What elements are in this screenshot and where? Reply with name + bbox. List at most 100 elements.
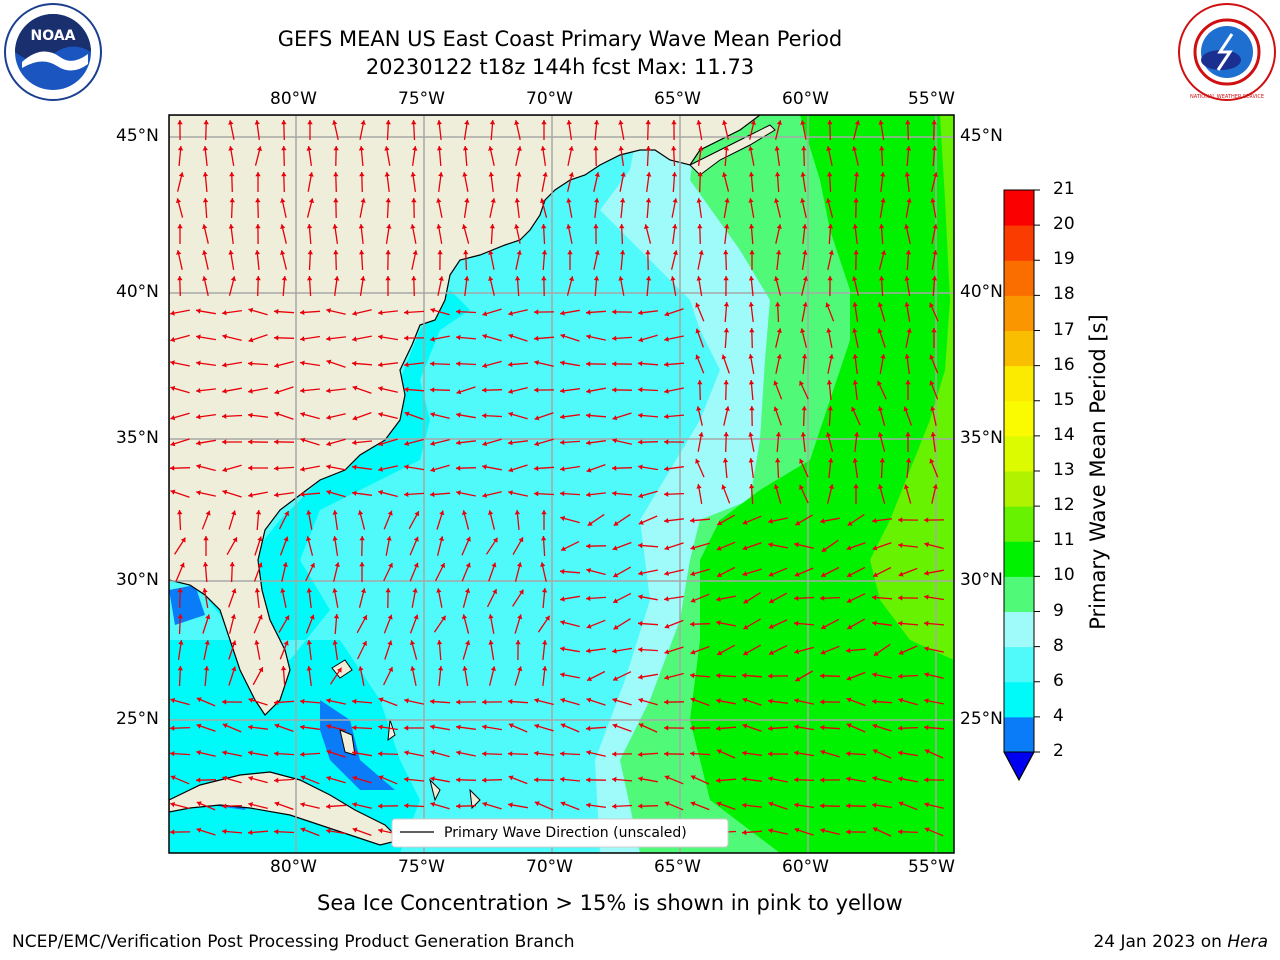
wave-arrow-head bbox=[196, 388, 201, 394]
wave-arrow-head bbox=[905, 458, 912, 463]
wave-arrow-head bbox=[924, 827, 930, 833]
wave-arrow-head bbox=[560, 333, 566, 339]
wave-arrow-head bbox=[204, 640, 210, 645]
wave-arrow-head bbox=[690, 672, 695, 679]
wave-arrow-head bbox=[877, 380, 882, 386]
wave-arrow-head bbox=[488, 146, 494, 151]
lon-top-3: 65°W bbox=[654, 89, 701, 109]
wave-arrow-head bbox=[743, 624, 749, 630]
wave-arrow-head bbox=[404, 362, 409, 368]
wave-arrow-head bbox=[723, 302, 730, 307]
wave-arrow-head bbox=[768, 698, 773, 704]
wave-arrow-head bbox=[326, 489, 332, 495]
wave-arrow-head bbox=[695, 328, 701, 334]
wave-arrow-head bbox=[820, 828, 825, 834]
wave-arrow-head bbox=[872, 545, 878, 551]
wave-arrow-head bbox=[560, 466, 565, 472]
wave-arrow-head bbox=[385, 120, 391, 125]
wave-arrow-head bbox=[924, 777, 929, 783]
wave-arrow-head bbox=[880, 354, 886, 359]
wave-arrow-head bbox=[690, 621, 695, 627]
wave-arrow-head bbox=[931, 276, 938, 281]
wave-arrow-head bbox=[612, 438, 617, 444]
wave-arrow-head bbox=[222, 310, 227, 316]
wave-arrow-head bbox=[904, 276, 910, 281]
lon-bottom-2: 70°W bbox=[526, 857, 573, 877]
wave-arrow-head bbox=[482, 492, 487, 498]
wave-arrow-head bbox=[716, 596, 721, 602]
wave-arrow-head bbox=[413, 562, 419, 568]
wave-arrow-head bbox=[697, 172, 703, 177]
field-period-4-6 bbox=[169, 290, 470, 853]
wave-arrow-head bbox=[826, 146, 832, 151]
lat-left-1: 40°N bbox=[116, 282, 159, 302]
wave-arrow-head bbox=[613, 598, 619, 604]
wave-arrow-head bbox=[852, 380, 858, 385]
wave-arrow-head bbox=[436, 198, 442, 203]
wave-arrow-head bbox=[612, 387, 617, 393]
wave-arrow-head bbox=[586, 543, 591, 549]
wave-arrow-head bbox=[877, 302, 883, 308]
wave-arrow-head bbox=[332, 120, 338, 125]
wave-arrow-head bbox=[508, 698, 513, 705]
wave-arrow-head bbox=[412, 588, 418, 593]
wave-arrow-head bbox=[696, 406, 702, 411]
wave-arrow-head bbox=[230, 614, 236, 619]
wave-arrow-head bbox=[743, 650, 749, 656]
wave-arrow-head bbox=[594, 198, 600, 203]
wave-arrow-head bbox=[255, 172, 261, 177]
wave-arrow-head bbox=[724, 198, 730, 203]
wave-arrow-head bbox=[560, 620, 566, 626]
wave-arrow-head bbox=[326, 441, 332, 447]
wave-arrow-head bbox=[248, 802, 253, 808]
wave-arrow-head bbox=[255, 198, 261, 203]
wave-arrow-head bbox=[586, 492, 591, 498]
wave-arrow-head bbox=[540, 146, 546, 151]
wave-arrow-head bbox=[748, 380, 755, 385]
wave-arrow-head bbox=[697, 224, 703, 229]
wave-arrow-head bbox=[430, 336, 435, 342]
wave-arrow-head bbox=[802, 224, 808, 229]
wave-arrow-head bbox=[931, 120, 937, 125]
wave-arrow-head bbox=[748, 224, 755, 229]
wave-arrow-head bbox=[274, 801, 280, 807]
wave-arrow-head bbox=[308, 172, 314, 177]
wave-arrow-head bbox=[248, 750, 253, 756]
wave-arrow-head bbox=[802, 302, 808, 307]
wave-arrow-head bbox=[436, 224, 442, 229]
wave-arrow-head bbox=[300, 360, 305, 366]
wave-arrow-head bbox=[300, 309, 305, 316]
wave-arrow-head bbox=[274, 492, 279, 498]
wave-arrow-head bbox=[334, 276, 340, 281]
wave-arrow-head bbox=[334, 562, 340, 567]
wave-arrow-head bbox=[794, 724, 799, 730]
wave-arrow-head bbox=[228, 224, 234, 229]
wave-arrow-head bbox=[229, 198, 235, 203]
wave-arrow-head bbox=[776, 120, 782, 125]
wave-arrow-head bbox=[222, 362, 227, 368]
colorbar-bin bbox=[1004, 225, 1034, 261]
wave-arrow-head bbox=[671, 120, 677, 125]
wave-arrow-head bbox=[248, 465, 253, 471]
wave-arrow-head bbox=[873, 572, 878, 577]
wave-arrow-head bbox=[274, 829, 279, 835]
wave-arrow-head bbox=[794, 542, 799, 548]
wave-arrow-head bbox=[430, 361, 435, 367]
wave-arrow-head bbox=[170, 802, 176, 808]
wave-arrow-head bbox=[664, 388, 669, 394]
wave-arrow-head bbox=[404, 491, 409, 497]
wave-arrow-head bbox=[306, 510, 312, 515]
wave-arrow-head bbox=[274, 362, 280, 369]
wave-arrow-head bbox=[231, 640, 237, 646]
wave-arrow-head bbox=[491, 562, 497, 568]
wave-arrow-head bbox=[620, 172, 626, 177]
wave-arrow-head bbox=[619, 198, 626, 203]
wave-arrow-head bbox=[306, 536, 312, 542]
wave-arrow-head bbox=[274, 411, 280, 417]
wave-arrow-head bbox=[280, 250, 286, 255]
colorbar-label: Primary Wave Mean Period [s] bbox=[1086, 314, 1110, 630]
wave-arrow-head bbox=[387, 614, 393, 620]
wave-arrow-head bbox=[430, 491, 435, 498]
wave-arrow-head bbox=[664, 413, 669, 420]
wave-arrow-head bbox=[898, 697, 904, 703]
